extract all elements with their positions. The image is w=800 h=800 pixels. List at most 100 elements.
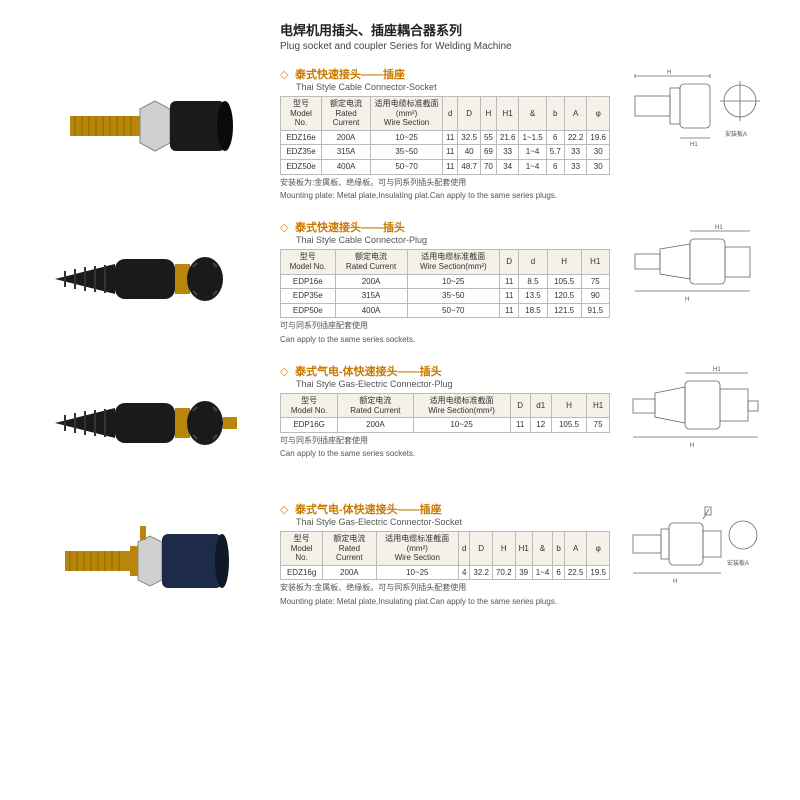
table-cell: 11	[443, 145, 458, 160]
table-header-cell: H1	[587, 394, 610, 418]
table-row: EDP50e400A50~701118.5121.591.5	[281, 303, 610, 318]
table-header-cell: 额定电流Rated Current	[338, 394, 413, 418]
diamond-icon: ◇	[280, 366, 288, 378]
table-cell: 5.7	[546, 145, 564, 160]
table-cell: 75	[587, 418, 610, 433]
table-cell: 30	[587, 159, 610, 174]
tech-drawing-socket2: H 安装板A	[620, 501, 770, 591]
table-cell: 200A	[335, 274, 407, 289]
table-cell: 35~50	[371, 145, 443, 160]
section-title: ◇ 泰式快速接头——插头 Thai Style Cable Connector-…	[280, 219, 610, 245]
svg-text:H1: H1	[713, 367, 721, 373]
table-cell: 400A	[322, 159, 371, 174]
tech-drawing-plug1: H H1	[620, 219, 770, 309]
note-cn: 安装板为:金属板、绝缘板。可与同系列插头配套使用	[280, 178, 610, 188]
table-cell: 6	[546, 159, 564, 174]
table-cell: 12	[530, 418, 551, 433]
table-header-cell: 型号Model No.	[281, 394, 338, 418]
section-title-en: Thai Style Gas-Electric Connector-Socket	[296, 517, 610, 527]
table-header-cell: d1	[530, 394, 551, 418]
table-cell: 33	[496, 145, 519, 160]
table-cell: 315A	[335, 289, 407, 304]
table-cell: 69	[480, 145, 496, 160]
table-header-cell: 适用电缆标准截面Wire Section(mm²)	[407, 250, 500, 274]
table-header-row: 型号Model No.额定电流Rated Current适用电缆标准截面Wire…	[281, 394, 610, 418]
table-cell: 90	[581, 289, 609, 304]
table-header-row: 型号Model No.额定电流Rated Current适用电缆标准截面(mm²…	[281, 532, 610, 566]
table-header-cell: H	[480, 97, 496, 131]
section-socket2: ◇ 泰式气电-体快速接头——插座 Thai Style Gas-Electric…	[20, 501, 770, 621]
table-header-cell: φ	[587, 97, 610, 131]
table-header-cell: 适用电缆标准截面Wire Section(mm²)	[413, 394, 510, 418]
table-cell: 75	[581, 274, 609, 289]
table-row: EDP16e200A10~25118.5105.575	[281, 274, 610, 289]
table-cell: 11	[500, 289, 519, 304]
page-header: 电焊机用插头、插座耦合器系列 Plug socket and coupler S…	[280, 20, 770, 52]
table-cell: 40	[458, 145, 481, 160]
table-row: EDZ35e315A35~50114069331~45.73330	[281, 145, 610, 160]
page-title-cn: 电焊机用插头、插座耦合器系列	[280, 20, 770, 39]
section-title-en: Thai Style Cable Connector-Plug	[296, 235, 610, 245]
product-photo-socket1	[20, 66, 280, 186]
table-cell: 91.5	[581, 303, 609, 318]
table-cell: 48.7	[458, 159, 481, 174]
table-cell: EDP50e	[281, 303, 336, 318]
table-cell: 1~4	[532, 565, 553, 580]
note-en: Can apply to the same series sockets.	[280, 449, 610, 459]
table-cell: 70.2	[492, 565, 515, 580]
table-header-cell: D	[458, 97, 481, 131]
table-header-cell: 适用电缆标准截面(mm²)Wire Section	[376, 532, 458, 566]
table-header-cell: b	[546, 97, 564, 131]
spec-table-plug1: 型号Model No.额定电流Rated Current适用电缆标准截面Wire…	[280, 249, 610, 318]
table-cell: 34	[496, 159, 519, 174]
svg-text:H1: H1	[690, 142, 698, 148]
table-header-cell: &	[519, 97, 546, 131]
table-cell: 10~25	[413, 418, 510, 433]
table-cell: 200A	[322, 130, 371, 145]
svg-text:H: H	[667, 70, 671, 76]
table-cell: 19.6	[587, 130, 610, 145]
table-row: EDP16G200A10~251112105.575	[281, 418, 610, 433]
spec-table-socket1: 型号Model No.额定电流Rated Current适用电缆标准截面(mm²…	[280, 96, 610, 175]
product-photo-plug1	[20, 219, 280, 339]
table-header-cell: 型号Model No.	[281, 532, 323, 566]
table-cell: 6	[546, 130, 564, 145]
table-cell: 1~1.5	[519, 130, 546, 145]
section-title-en: Thai Style Cable Connector-Socket	[296, 82, 610, 92]
table-header-cell: H1	[515, 532, 532, 566]
table-header-cell: 型号Model No.	[281, 97, 322, 131]
table-cell: 1~4	[519, 145, 546, 160]
note-en: Mounting plate: Metal plate,Insulating p…	[280, 191, 610, 201]
table-cell: 50~70	[407, 303, 500, 318]
table-cell: 200A	[338, 418, 413, 433]
table-cell: 1~4	[519, 159, 546, 174]
table-cell: 30	[587, 145, 610, 160]
table-header-cell: H1	[496, 97, 519, 131]
table-cell: 121.5	[547, 303, 581, 318]
table-header-cell: 额定电流Rated Current	[335, 250, 407, 274]
table-cell: 33	[564, 145, 587, 160]
table-cell: 120.5	[547, 289, 581, 304]
diamond-icon: ◇	[280, 69, 288, 81]
table-cell: 200A	[323, 565, 376, 580]
table-cell: 55	[480, 130, 496, 145]
info-col-socket2: ◇ 泰式气电-体快速接头——插座 Thai Style Gas-Electric…	[280, 501, 610, 607]
table-cell: 400A	[335, 303, 407, 318]
table-cell: 19.5	[587, 565, 610, 580]
table-cell: 10~25	[407, 274, 500, 289]
table-cell: 32.2	[470, 565, 493, 580]
svg-text:H1: H1	[715, 225, 723, 231]
table-cell: 39	[515, 565, 532, 580]
section-title: ◇ 泰式气电-体快速接头——插座 Thai Style Gas-Electric…	[280, 501, 610, 527]
table-header-cell: H	[492, 532, 515, 566]
svg-text:安装板A: 安装板A	[725, 130, 747, 138]
diamond-icon: ◇	[280, 504, 288, 516]
table-header-cell: d	[458, 532, 469, 566]
table-header-cell: b	[553, 532, 564, 566]
table-cell: 11	[500, 303, 519, 318]
table-header-cell: H1	[581, 250, 609, 274]
table-cell: EDZ16e	[281, 130, 322, 145]
table-cell: 10~25	[376, 565, 458, 580]
table-cell: 315A	[322, 145, 371, 160]
table-header-cell: D	[500, 250, 519, 274]
